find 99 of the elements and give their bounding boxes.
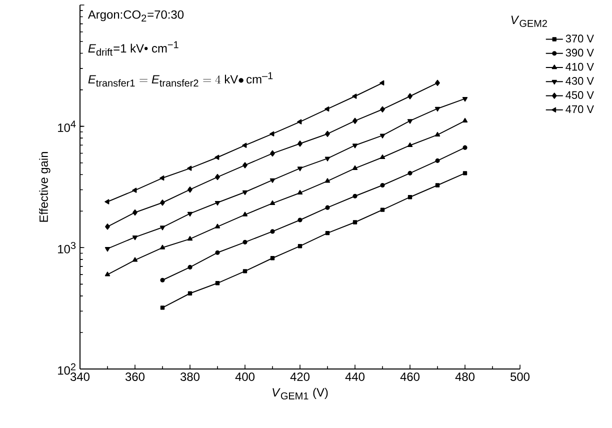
- point: [434, 132, 440, 137]
- point: [242, 162, 248, 168]
- x-tick-label: 400: [235, 372, 255, 381]
- point: [380, 208, 385, 212]
- point: [380, 182, 385, 188]
- point: [435, 80, 440, 86]
- point: [160, 306, 165, 310]
- legend-label: 470 V: [566, 105, 594, 114]
- point: [325, 205, 330, 210]
- point: [242, 240, 248, 244]
- point: [407, 142, 413, 148]
- point: [187, 212, 193, 216]
- point: [462, 171, 468, 176]
- y-axis-title: Effective gain: [39, 152, 50, 222]
- point: [188, 264, 192, 270]
- point: [104, 199, 110, 204]
- legend-label: 390 V: [566, 48, 594, 57]
- point: [214, 224, 220, 228]
- point: [408, 195, 412, 200]
- point: [380, 80, 384, 86]
- point: [188, 186, 192, 193]
- point: [160, 244, 166, 250]
- x-tick-label: 360: [125, 372, 145, 381]
- point: [215, 250, 220, 255]
- point: [298, 218, 302, 222]
- legend-label: 410 V: [566, 62, 594, 71]
- point: [160, 278, 165, 282]
- point: [325, 130, 330, 137]
- point: [242, 212, 248, 216]
- legend-label: 370 V: [566, 34, 594, 42]
- point: [352, 220, 358, 224]
- point: [324, 178, 330, 183]
- point: [325, 230, 330, 236]
- point: [462, 118, 468, 123]
- point: [270, 256, 275, 260]
- point: [187, 166, 192, 171]
- point: [160, 175, 164, 181]
- x-tick-label: 420: [290, 372, 310, 381]
- point: [132, 188, 137, 193]
- point: [187, 236, 193, 241]
- x-axis-title: V$_{GEM1}$ (V): [272, 388, 328, 400]
- point: [408, 170, 412, 176]
- point: [324, 106, 330, 112]
- point: [105, 224, 110, 230]
- point: [270, 200, 276, 206]
- point: [104, 247, 110, 252]
- point: [242, 142, 247, 148]
- point: [462, 96, 468, 102]
- point: [242, 269, 248, 274]
- point: [242, 190, 248, 195]
- x-tick-label: 380: [180, 372, 200, 381]
- point: [352, 194, 358, 198]
- point: [188, 291, 192, 296]
- point: [160, 200, 165, 206]
- legend-title: V$_{GEM2}$: [511, 16, 547, 27]
- point: [160, 226, 166, 230]
- x-tick-label: 460: [400, 372, 420, 381]
- point: [352, 118, 358, 124]
- point: [380, 154, 386, 160]
- point: [298, 244, 302, 248]
- legend-label: 450 V: [566, 91, 594, 99]
- annotation: $E_{\mathrm{transfer1}}=E_{\mathrm{transfer2}}=4\ \mathrm{kV{\bullet}\,cm^{-1}}$: [88, 72, 273, 87]
- point: [462, 145, 468, 150]
- point: [297, 166, 303, 172]
- point: [132, 235, 138, 240]
- point: [434, 106, 440, 112]
- point: [132, 209, 138, 216]
- point: [270, 178, 276, 183]
- x-tick-label: 480: [455, 372, 475, 381]
- point: [435, 183, 440, 188]
- point: [298, 140, 302, 147]
- legend-label: 430 V: [566, 77, 594, 85]
- x-tick-label: 340: [70, 372, 90, 381]
- point: [380, 134, 386, 138]
- point: [215, 281, 220, 286]
- point: [324, 156, 330, 162]
- point: [104, 272, 110, 276]
- point: [214, 200, 220, 206]
- point: [297, 119, 302, 124]
- annotation: E$_{drift}$=1 kV• cm$^{−1}$: [88, 41, 178, 56]
- y-tick-label: 10$^{4}$: [58, 120, 76, 132]
- y-tick-label: 10$^{3}$: [58, 242, 76, 254]
- point: [215, 174, 220, 180]
- point: [297, 190, 303, 195]
- point: [132, 257, 138, 262]
- point: [214, 154, 220, 160]
- point: [270, 229, 275, 234]
- point: [270, 150, 275, 157]
- point: [270, 131, 274, 136]
- x-tick-label: 440: [345, 372, 365, 381]
- x-tick-label: 500: [510, 372, 530, 381]
- point: [380, 106, 385, 112]
- point: [352, 144, 358, 148]
- point: [352, 94, 357, 99]
- point: [408, 93, 412, 100]
- annotation: Argon:CO$_{2}$=70:30: [88, 10, 184, 22]
- point: [407, 119, 413, 124]
- point: [435, 158, 440, 163]
- point: [352, 165, 358, 170]
